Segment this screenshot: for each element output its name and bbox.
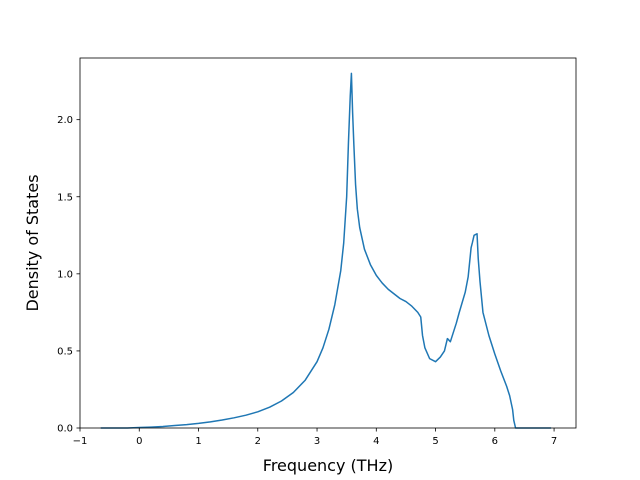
y-tick-label: 0.0	[57, 424, 73, 435]
x-tick-label: 2	[255, 436, 261, 447]
x-tick-label: 3	[314, 436, 320, 447]
x-tick-label: 0	[136, 436, 142, 447]
y-tick-label: 1.5	[57, 192, 73, 203]
y-tick-label: 2.0	[57, 115, 73, 126]
x-tick-label: 5	[432, 436, 438, 447]
x-tick-label: 4	[373, 436, 379, 447]
x-tick-label: −1	[73, 436, 88, 447]
y-tick-label: 1.0	[57, 269, 73, 280]
y-axis-ticks: 0.0 0.5 1.0 1.5 2.0	[57, 115, 80, 435]
axes-frame	[79, 57, 577, 429]
dos-series-line	[100, 72, 552, 429]
x-tick-label: 7	[551, 436, 557, 447]
x-tick-label: 1	[195, 436, 201, 447]
y-tick-label: 0.5	[57, 346, 73, 357]
plot-area	[100, 72, 552, 429]
x-axis-label: Frequency (THz)	[263, 456, 393, 475]
x-tick-label: 6	[492, 436, 498, 447]
y-axis-label: Density of States	[23, 174, 42, 311]
x-axis-ticks: −1 0 1 2 3 4 5 6 7	[73, 428, 557, 447]
